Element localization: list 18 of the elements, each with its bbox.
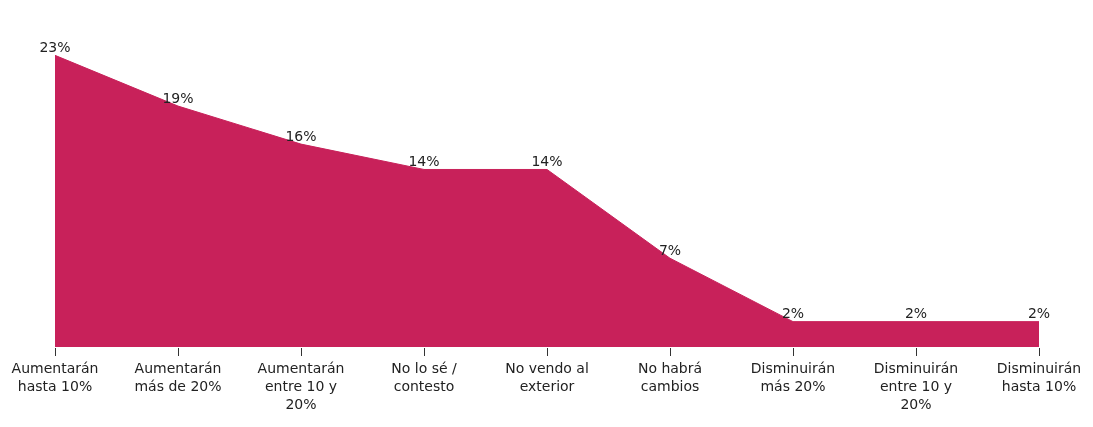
data-label: 2%: [904, 305, 928, 322]
x-tick-label: Aumentarán hasta 10%: [11, 359, 99, 394]
x-tick-label: Disminuirán más 20%: [750, 359, 836, 394]
data-label: 16%: [285, 127, 317, 144]
data-label: 14%: [408, 152, 440, 169]
data-label: 23%: [39, 38, 71, 55]
data-label: 2%: [1027, 305, 1051, 322]
x-tick-label: No habrá cambios: [637, 359, 703, 394]
x-tick-label: No lo sé / contesto: [391, 359, 458, 394]
data-label: 7%: [658, 241, 682, 258]
data-label: 19%: [162, 89, 194, 106]
x-tick-label: No vendo al exterior: [505, 359, 589, 394]
x-tick-label: Aumentarán más de 20%: [134, 359, 222, 394]
x-tick-label: Disminuirán entre 10 y 20%: [873, 359, 959, 413]
x-tick-label: Disminuirán hasta 10%: [996, 359, 1082, 394]
data-label: 2%: [781, 305, 805, 322]
x-tick-label: Aumentarán entre 10 y 20%: [257, 359, 345, 413]
data-label: 14%: [531, 152, 563, 169]
